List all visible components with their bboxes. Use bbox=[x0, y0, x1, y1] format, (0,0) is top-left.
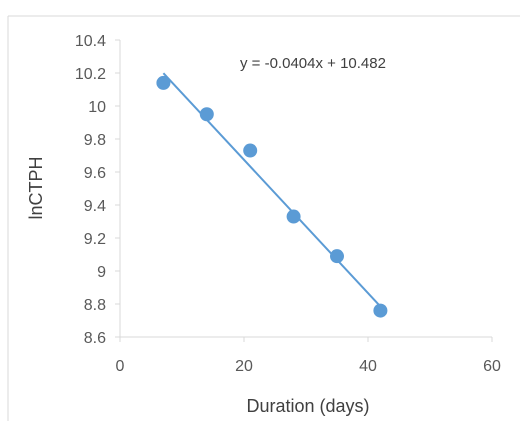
y-tick-label: 9.6 bbox=[84, 165, 106, 182]
data-point bbox=[286, 209, 301, 224]
y-tick-labels: 8.6 8.8 9 9.2 9.4 9.6 9.8 10 10.2 10.4 bbox=[75, 33, 106, 347]
x-axis-title: Duration (days) bbox=[246, 396, 369, 416]
trendline bbox=[162, 72, 382, 308]
x-tick-labels: 0 20 40 60 bbox=[116, 358, 501, 375]
x-tick-label: 40 bbox=[359, 358, 377, 375]
data-point bbox=[243, 143, 258, 158]
x-tick-label: 0 bbox=[116, 358, 125, 375]
y-tick-label: 10.2 bbox=[75, 66, 106, 83]
y-tick-label: 10.4 bbox=[75, 33, 106, 50]
y-tick-label: 8.6 bbox=[84, 330, 106, 347]
y-tick-label: 9.4 bbox=[84, 198, 106, 215]
x-tick-label: 60 bbox=[483, 358, 501, 375]
data-point bbox=[199, 107, 214, 122]
data-point bbox=[330, 249, 344, 264]
axes bbox=[115, 39, 493, 342]
data-point bbox=[373, 303, 388, 318]
y-tick-label: 10 bbox=[88, 99, 106, 116]
x-tick-label: 20 bbox=[235, 358, 253, 375]
trendline-layer bbox=[162, 72, 382, 308]
y-axis-title: lnCTPH bbox=[26, 156, 46, 219]
y-tick-label: 9.2 bbox=[84, 231, 106, 248]
data-point bbox=[156, 75, 171, 90]
y-tick-label: 9 bbox=[97, 264, 106, 281]
trendline-equation: y = -0.0404x + 10.482 bbox=[240, 55, 386, 72]
data-points bbox=[156, 75, 388, 318]
y-tick-label: 8.8 bbox=[84, 297, 106, 314]
y-tick-label: 9.8 bbox=[84, 132, 106, 149]
